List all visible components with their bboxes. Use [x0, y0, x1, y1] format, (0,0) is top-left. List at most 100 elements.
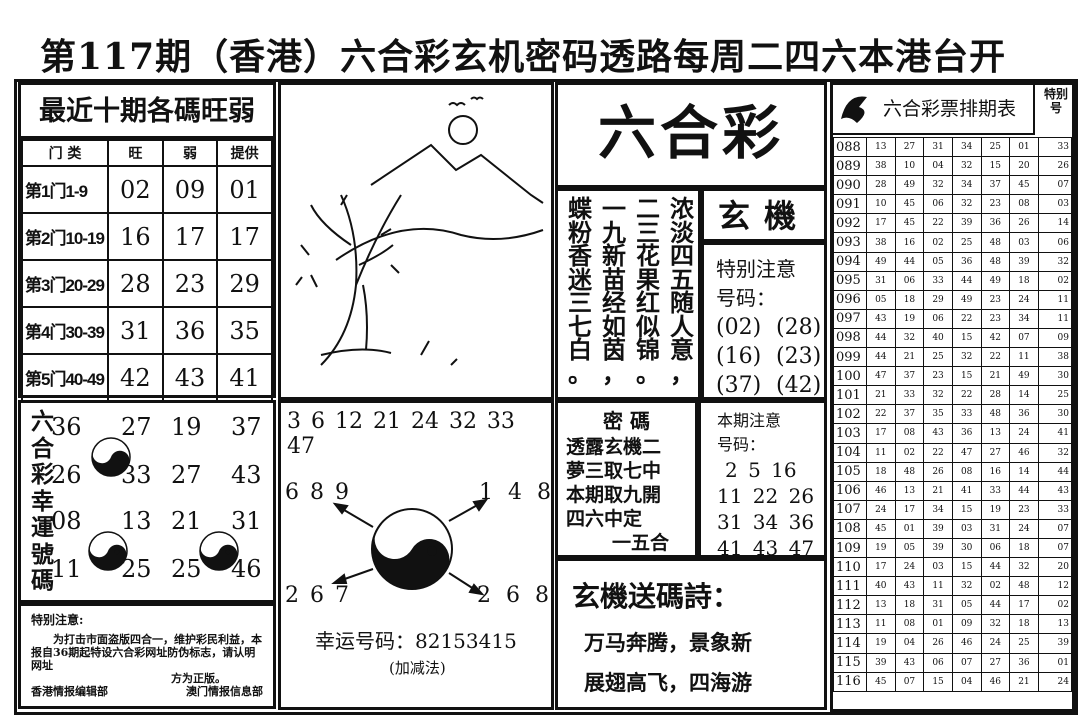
number-cell: 11 [866, 442, 896, 463]
number-cell: 18 [1009, 270, 1039, 291]
number-cell: 31 [923, 136, 953, 158]
number-cell: 32 [980, 614, 1011, 635]
special-number-cell: 07 [1037, 537, 1073, 559]
number-cell: 48 [1009, 576, 1039, 597]
number-cell: 27 [980, 652, 1011, 673]
yin-yang-icon [91, 437, 131, 481]
number-cell: 44 [894, 251, 925, 272]
special-number-cell: 24 [1037, 671, 1073, 692]
poem-char: 红 [636, 288, 660, 317]
period-number-line: 2 5 16 [725, 458, 797, 482]
strength-row: 第5门40-49 42 43 41 [21, 353, 273, 402]
period-number-line: 11 22 26 [717, 484, 815, 508]
value-cell: 35 [216, 306, 273, 355]
top-numbers: 3 6 12 21 24 32 33 47 [287, 409, 515, 459]
period-note-heading: 本期注意 [717, 411, 782, 430]
number-cell: 25 [951, 232, 982, 253]
special-number-cell: 11 [1037, 289, 1073, 310]
special-number-cell: 39 [1037, 633, 1073, 654]
number-cell: 08 [894, 614, 925, 635]
special-code: (42) [776, 373, 822, 398]
period-cell: 091 [833, 194, 867, 215]
poem-char: 新 [602, 241, 626, 270]
lucky-number: 27 [121, 413, 152, 441]
number-cell: 23 [1009, 499, 1039, 520]
schedule-row: 089 38 10 04 32 15 20 26 [833, 156, 1073, 177]
lucky-number: 26 [51, 461, 82, 489]
number-cell: 10 [866, 194, 896, 215]
strength-table-panel: 最近十期各碼旺弱 门 类旺弱提供 第1门1-9 02 09 01 第2门10-19 16 17… [18, 82, 276, 402]
value-cell: 17 [216, 212, 273, 261]
category-cell: 第4门30-39 [21, 306, 109, 355]
period-cell: 088 [833, 136, 867, 158]
number-cell: 02 [980, 576, 1011, 597]
poem-char: 二 [636, 194, 660, 223]
poem-char: ， [602, 358, 626, 388]
number-cell: 49 [894, 175, 925, 196]
number-cell: 24 [894, 557, 925, 578]
number-cell: 43 [894, 652, 925, 673]
value-cell: 42 [107, 353, 164, 402]
number-cell: 48 [980, 404, 1011, 425]
period-cell: 105 [833, 461, 867, 482]
number-cell: 15 [951, 366, 982, 387]
number-cell: 34 [951, 175, 982, 196]
number-cell: 37 [894, 404, 925, 425]
number-cell: 44 [1009, 480, 1039, 501]
value-cell: 43 [161, 353, 219, 402]
number-cell: 03 [951, 518, 982, 539]
number-cell: 49 [1009, 366, 1039, 387]
number-cell: 11 [866, 614, 896, 635]
number-cell: 06 [923, 652, 953, 673]
number-cell: 37 [894, 366, 925, 387]
number-cell: 11 [1009, 347, 1039, 368]
special-number-cell: 44 [1037, 461, 1073, 482]
special-number-cell: 43 [1037, 480, 1073, 501]
number-cell: 22 [980, 347, 1011, 368]
number-cell: 18 [894, 595, 925, 616]
number-cell: 45 [866, 671, 896, 692]
code-line: 四六中定 [566, 508, 643, 530]
number-cell: 32 [951, 194, 982, 215]
number-cell: 07 [1009, 327, 1039, 349]
number-cell: 32 [923, 385, 953, 406]
org-hk: 香港情报编辑部 [31, 685, 108, 698]
lottery-logo: 六合彩 [555, 82, 827, 188]
lucky-code-label: 幸运号码： [315, 629, 415, 653]
number-cell: 07 [894, 671, 925, 692]
schedule-heading: 六合彩票排期表 [833, 85, 1035, 135]
number-cell: 10 [894, 156, 925, 177]
poem-char: 九 [602, 217, 626, 247]
number-cell: 39 [866, 652, 896, 673]
number-cell: 38 [866, 156, 896, 177]
poem-column: 二三花果红似锦。 [634, 197, 662, 385]
number-cell: 31 [866, 270, 896, 291]
value-cell: 16 [107, 212, 164, 261]
number-cell: 46 [951, 633, 982, 654]
poem-char: 四 [670, 241, 694, 270]
dragon-emblem-icon [841, 96, 867, 123]
number-cell: 34 [1009, 308, 1039, 329]
poem-char: 香 [568, 241, 592, 270]
lucky-number: 43 [231, 461, 262, 489]
category-cell: 第1门1-9 [21, 165, 109, 214]
period-cell: 113 [833, 614, 867, 635]
number-cell: 17 [866, 213, 896, 234]
number-cell: 15 [923, 671, 953, 692]
poem-char: 果 [636, 264, 660, 294]
notice-tail: 方为正版。 [171, 672, 226, 685]
number-cell: 39 [951, 213, 982, 234]
number-cell: 46 [1009, 442, 1039, 463]
period-cell: 111 [833, 576, 867, 597]
number-cell: 24 [980, 633, 1011, 654]
number-cell: 36 [1009, 652, 1039, 673]
special-number-cell: 06 [1037, 232, 1073, 253]
special-number-cell: 02 [1037, 595, 1073, 616]
poem-column: 一九新苗经如茵， [600, 197, 628, 385]
number-cell: 13 [894, 480, 925, 501]
number-cell: 17 [894, 499, 925, 520]
yin-yang-icon [371, 508, 453, 590]
special-number-cell: 09 [1037, 327, 1073, 349]
number-cell: 33 [923, 270, 953, 291]
number-cell: 09 [951, 614, 982, 635]
